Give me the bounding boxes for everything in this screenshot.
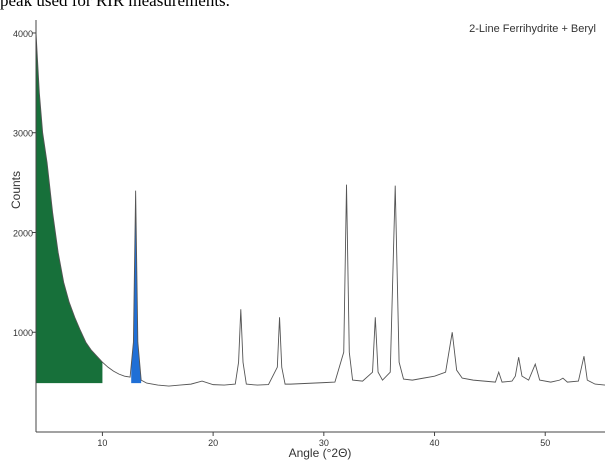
y-axis-label: Counts xyxy=(9,171,23,209)
x-tick-label: 20 xyxy=(208,438,218,448)
x-tick-label: 10 xyxy=(97,438,107,448)
x-tick-label: 50 xyxy=(540,438,550,448)
x-tick-label: 40 xyxy=(430,438,440,448)
pattern-line xyxy=(35,32,605,387)
y-tick-label: 3000 xyxy=(13,129,33,139)
x-axis-label: Angle (°2Θ) xyxy=(289,446,352,460)
y-tick-label: 1000 xyxy=(13,328,33,338)
annotation: 2-Line Ferrihydrite + Beryl xyxy=(469,23,596,35)
y-tick-label: 2000 xyxy=(13,228,33,238)
shaded-region xyxy=(36,32,103,384)
caption: peak used for RIR measurements. xyxy=(0,0,230,10)
x-tick-label: 30 xyxy=(319,438,329,448)
y-tick-label: 4000 xyxy=(13,29,33,39)
